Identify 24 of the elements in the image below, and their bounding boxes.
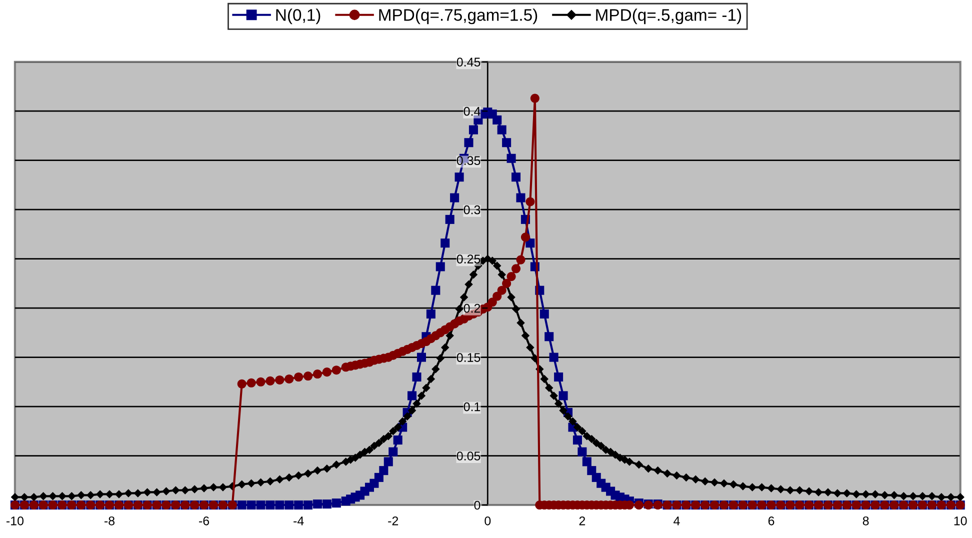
y-tick-label: 0.2 xyxy=(464,304,480,313)
x-tick-label: 4 xyxy=(674,516,680,526)
x-tick-label: 0 xyxy=(484,516,491,526)
y-tick-label: 0 xyxy=(474,500,480,510)
legend-label: MPD(q=.5,gam= -1) xyxy=(596,8,742,24)
y-tick-label: 0.45 xyxy=(456,58,480,67)
x-tick-label: -4 xyxy=(294,516,304,526)
x-tick-label: -10 xyxy=(6,516,24,526)
y-tick-label: 0.15 xyxy=(456,353,480,362)
x-tick-label: 8 xyxy=(862,516,869,526)
legend-label: N(0,1) xyxy=(276,8,320,24)
y-tick-label: 0.35 xyxy=(456,156,480,165)
y-tick-label: 0.1 xyxy=(464,402,480,412)
x-tick-label: -2 xyxy=(388,516,398,526)
y-tick-label: 0.3 xyxy=(464,205,480,214)
x-tick-label: 10 xyxy=(954,516,967,526)
x-tick-label: 6 xyxy=(768,516,774,526)
y-tick-label: 0.05 xyxy=(456,452,480,460)
x-tick-label: -8 xyxy=(104,516,115,526)
y-tick-label: 0.4 xyxy=(464,106,480,116)
legend-label: MPD(q=.75,gam=1.5) xyxy=(379,8,538,24)
y-tick-label: 0.25 xyxy=(456,254,480,264)
x-tick-label: -6 xyxy=(199,516,210,526)
x-tick-label: 2 xyxy=(579,516,586,526)
